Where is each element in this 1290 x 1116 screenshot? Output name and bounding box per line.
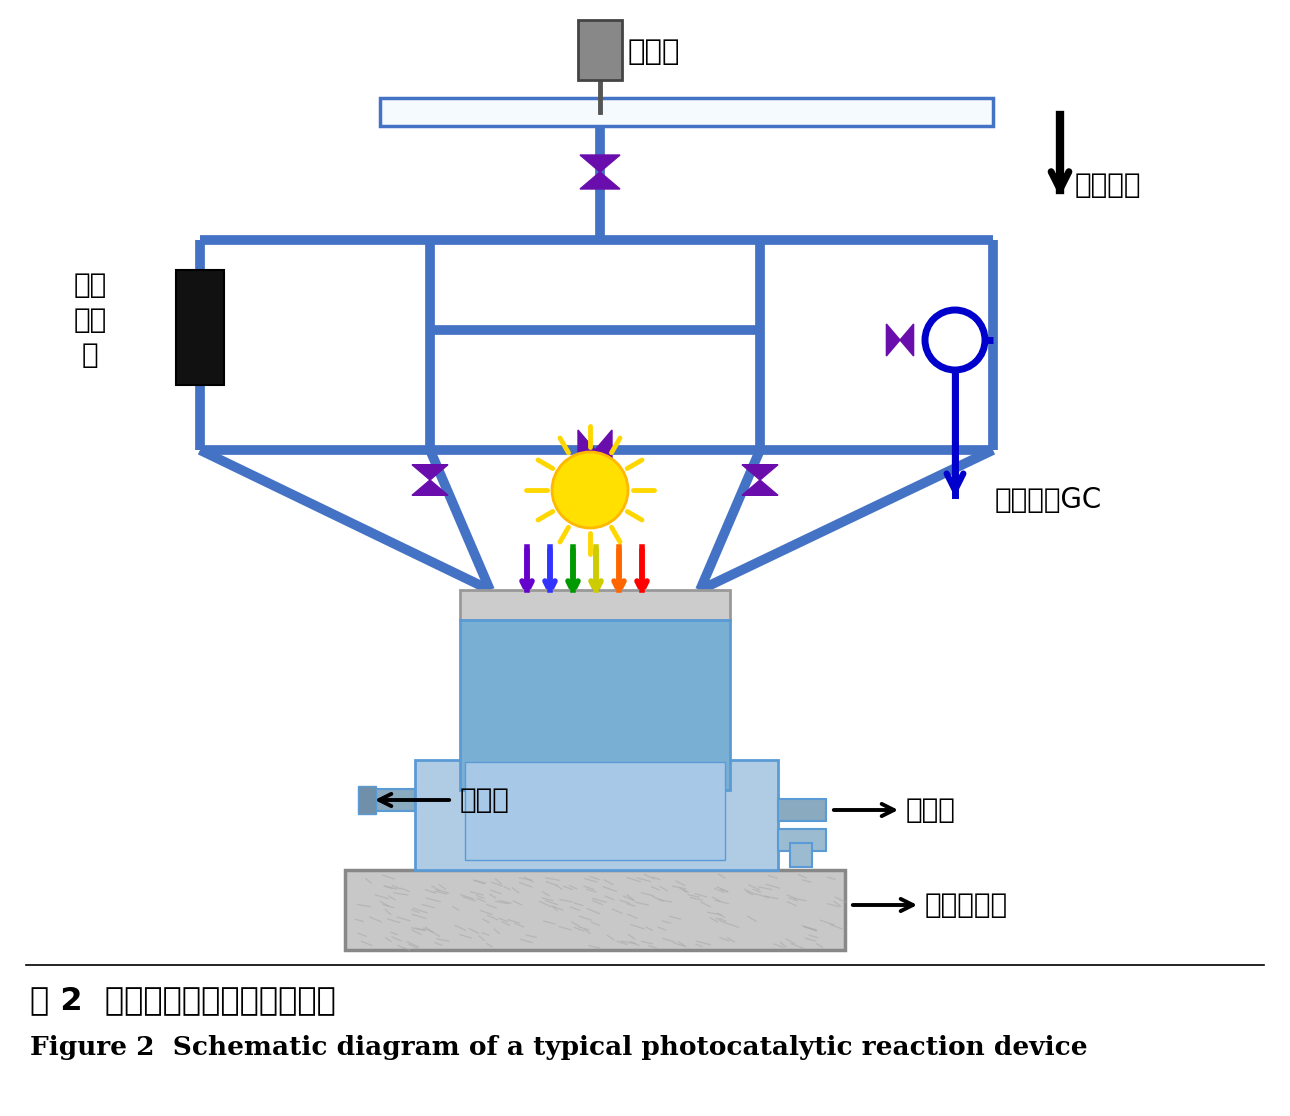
Polygon shape xyxy=(742,464,778,480)
Text: 反应器: 反应器 xyxy=(461,786,510,814)
Polygon shape xyxy=(742,480,778,496)
Text: 泵: 泵 xyxy=(81,341,98,369)
Bar xyxy=(789,843,811,867)
Bar xyxy=(461,590,730,620)
Polygon shape xyxy=(900,324,913,356)
Polygon shape xyxy=(580,155,620,172)
Bar xyxy=(175,270,224,385)
Text: 磁力搞拌器: 磁力搞拌器 xyxy=(925,891,1007,918)
Text: 冷凝器: 冷凝器 xyxy=(906,796,956,824)
Text: 真空计: 真空计 xyxy=(628,38,681,66)
Polygon shape xyxy=(578,430,595,470)
Text: 气相色谱GC: 气相色谱GC xyxy=(995,485,1102,514)
Bar xyxy=(359,786,375,814)
Bar xyxy=(375,789,415,811)
Polygon shape xyxy=(412,464,448,480)
Text: Figure 2  Schematic diagram of a typical photocatalytic reaction device: Figure 2 Schematic diagram of a typical … xyxy=(30,1035,1087,1060)
Text: 接真空泵: 接真空泵 xyxy=(1075,171,1142,199)
Bar xyxy=(381,98,993,126)
Bar xyxy=(778,829,826,852)
Polygon shape xyxy=(886,324,900,356)
Bar xyxy=(461,620,730,790)
Bar xyxy=(344,870,845,950)
Polygon shape xyxy=(580,172,620,189)
Bar xyxy=(464,762,725,860)
Text: 图 2  典型光催化反应装置示意图: 图 2 典型光催化反应装置示意图 xyxy=(30,985,335,1016)
Circle shape xyxy=(552,452,628,528)
Polygon shape xyxy=(412,480,448,496)
Bar xyxy=(415,760,778,870)
Text: 循环: 循环 xyxy=(74,306,107,334)
Polygon shape xyxy=(595,430,611,470)
Bar xyxy=(578,20,622,80)
Bar xyxy=(778,799,826,821)
Text: 气体: 气体 xyxy=(74,271,107,299)
